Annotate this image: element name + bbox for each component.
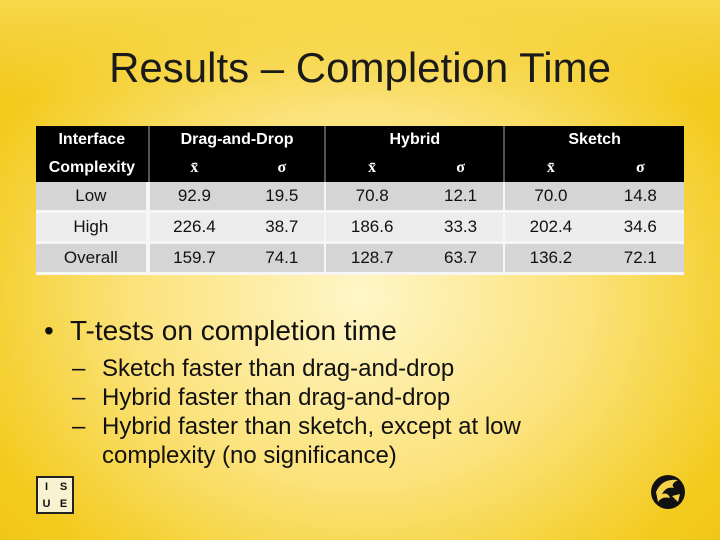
subbullet-list: – Sketch faster than drag-and-drop – Hyb… (72, 354, 644, 470)
logo-letter: I (44, 480, 49, 493)
group-header: Hybrid (324, 126, 504, 154)
corner-interface: Interface (36, 126, 148, 154)
table-cell: 74.1 (239, 244, 325, 275)
table-cell: 72.1 (596, 244, 684, 275)
corner-complexity: Complexity (36, 154, 148, 182)
pegasus-logo-icon (651, 475, 685, 509)
table-cell: 226.4 (147, 213, 240, 244)
subbullet-item: – Sketch faster than drag-and-drop (72, 354, 644, 383)
table-subheader-row: Complexity x̄ σ x̄ σ x̄ σ (36, 154, 684, 182)
row-label: Overall (36, 244, 148, 275)
stat-header: σ (417, 154, 504, 182)
table-cell: 34.6 (596, 213, 684, 244)
table-cell: 33.3 (417, 213, 504, 244)
table-cell: 128.7 (324, 244, 418, 275)
row-label: High (36, 213, 148, 244)
logo-letter: U (42, 497, 51, 510)
table-cell: 19.5 (239, 182, 325, 213)
subbullet-text: Hybrid faster than drag-and-drop (102, 384, 451, 411)
group-header: Sketch (503, 126, 684, 154)
table-header-row: Interface Drag-and-Drop Hybrid Sketch (36, 126, 684, 154)
subbullet-item: – Hybrid faster than drag-and-drop (72, 383, 644, 412)
dash-marker: – (72, 384, 86, 411)
stat-header: σ (239, 154, 325, 182)
table-cell: 92.9 (147, 182, 240, 213)
bullet-list: • T-tests on completion time – Sketch fa… (44, 314, 644, 470)
table-cell: 159.7 (147, 244, 240, 275)
table-row: High 226.4 38.7 186.6 33.3 202.4 34.6 (36, 213, 684, 244)
stat-header: x̄ (503, 154, 597, 182)
slide-title: Results – Completion Time (109, 44, 611, 91)
row-label: Low (36, 182, 148, 213)
subbullet-item: – Hybrid faster than sketch, except at l… (72, 412, 644, 470)
dash-marker: – (72, 355, 86, 382)
table-cell: 70.0 (503, 182, 597, 213)
table-cell: 12.1 (417, 182, 504, 213)
table-cell: 202.4 (503, 213, 597, 244)
bullet-dot: • (44, 315, 54, 346)
subbullet-text: Sketch faster than drag-and-drop (102, 355, 455, 382)
dash-marker: – (72, 413, 86, 440)
table-cell: 70.8 (324, 182, 418, 213)
table-row: Low 92.9 19.5 70.8 12.1 70.0 14.8 (36, 182, 684, 213)
table-cell: 14.8 (596, 182, 684, 213)
table-cell: 63.7 (417, 244, 504, 275)
stat-header: x̄ (324, 154, 418, 182)
title-band (0, 0, 720, 100)
table-cell: 38.7 (239, 213, 325, 244)
stat-header: x̄ (147, 154, 240, 182)
table-row: Overall 159.7 74.1 128.7 63.7 136.2 72.1 (36, 244, 684, 275)
stat-header: σ (596, 154, 684, 182)
results-table: Interface Drag-and-Drop Hybrid Sketch Co… (36, 126, 684, 275)
table-cell: 186.6 (324, 213, 418, 244)
bullet-text: T-tests on completion time (70, 315, 397, 346)
logo-letter: S (59, 480, 68, 493)
logo-letter: E (59, 497, 68, 510)
group-header: Drag-and-Drop (147, 126, 325, 154)
table-cell: 136.2 (503, 244, 597, 275)
isue-logo-icon: I S U E (36, 476, 74, 514)
bullet-item: • T-tests on completion time (44, 314, 644, 348)
subbullet-text: Hybrid faster than sketch, except at low… (102, 413, 521, 469)
